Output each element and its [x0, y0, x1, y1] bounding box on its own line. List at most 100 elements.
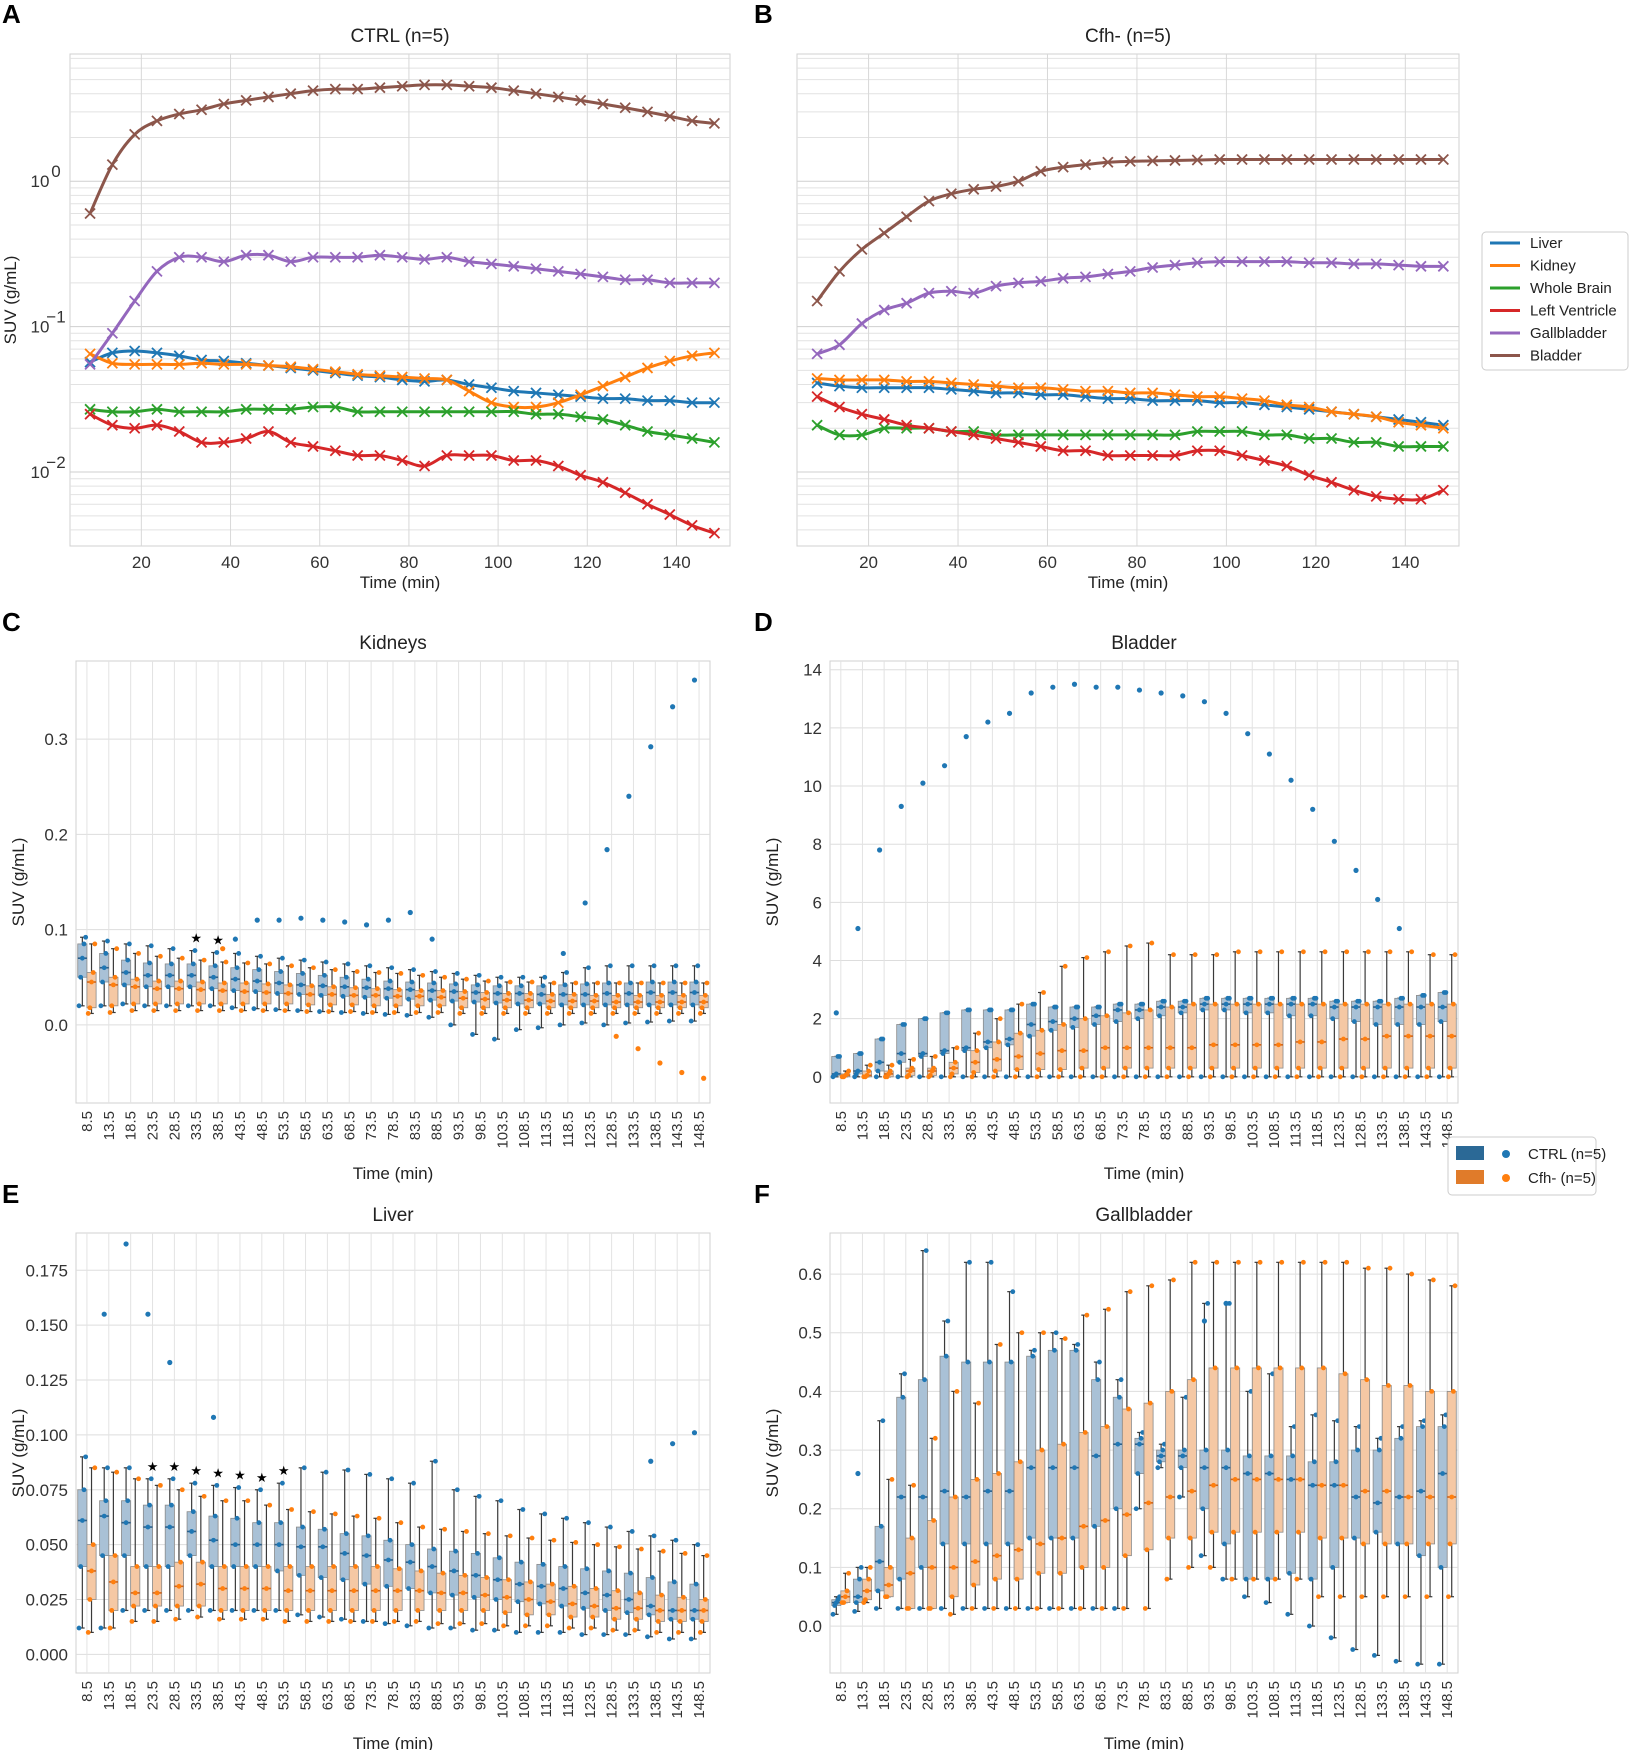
data-point	[229, 1608, 235, 1613]
data-point	[151, 115, 163, 127]
data-point	[626, 991, 632, 996]
data-point	[1192, 1259, 1198, 1265]
data-point	[1222, 1007, 1227, 1013]
data-point	[1285, 1074, 1291, 1080]
data-point	[1348, 436, 1360, 448]
data-point	[968, 183, 980, 195]
box	[1230, 1367, 1241, 1533]
data-point	[697, 1011, 703, 1016]
box-cfh	[544, 980, 557, 1016]
data-point	[196, 1603, 202, 1609]
data-point	[470, 1032, 475, 1037]
box	[1394, 1437, 1405, 1545]
data-point	[273, 1608, 279, 1613]
data-point	[348, 1619, 353, 1624]
data-point	[664, 429, 676, 441]
outlier-point	[429, 936, 435, 942]
data-point	[1050, 1019, 1056, 1024]
data-point	[686, 115, 698, 127]
box	[1047, 1006, 1058, 1031]
data-point	[884, 1594, 890, 1600]
outlier-point	[210, 1414, 217, 1420]
data-point	[676, 1011, 681, 1016]
data-point	[349, 1608, 355, 1613]
outlier-point	[626, 793, 632, 799]
x-tick-label: 63.5	[1071, 1111, 1088, 1140]
data-point	[833, 429, 846, 441]
box-ctrl	[492, 974, 504, 1042]
plot-area	[796, 53, 1460, 547]
data-point	[441, 251, 453, 263]
x-tick-label: 78.5	[385, 1111, 402, 1140]
data-point	[151, 1008, 157, 1013]
x-tick-label: 113.5	[538, 1111, 555, 1147]
data-point	[960, 1606, 966, 1611]
data-point	[1056, 1606, 1062, 1611]
box	[173, 980, 184, 1005]
data-point	[211, 974, 216, 980]
data-point	[929, 1565, 935, 1570]
data-point	[1288, 1477, 1294, 1482]
y-tick-label: 0.175	[25, 1261, 68, 1280]
data-point	[1191, 425, 1203, 438]
outlier-point	[876, 847, 883, 853]
data-point	[1062, 1336, 1068, 1341]
data-point	[837, 1054, 842, 1059]
data-point	[1396, 1494, 1402, 1500]
box	[883, 1567, 894, 1598]
box-cfh	[1359, 949, 1371, 1080]
series-bladder	[811, 153, 1449, 307]
data-point	[151, 1619, 157, 1624]
data-point	[284, 1608, 290, 1613]
data-point	[393, 1003, 399, 1009]
data-point	[174, 1001, 180, 1007]
data-point	[1127, 943, 1133, 949]
data-point	[418, 79, 431, 91]
y-tick-label: 0.000	[25, 1645, 68, 1664]
data-point	[938, 1606, 944, 1611]
data-point	[648, 990, 654, 995]
data-point	[1169, 259, 1181, 271]
data-point	[1207, 1074, 1213, 1080]
data-point	[920, 1494, 926, 1500]
box	[86, 972, 97, 1009]
data-point	[897, 1059, 903, 1065]
data-point	[404, 1623, 410, 1629]
data-point	[411, 1480, 416, 1486]
data-point	[1236, 153, 1248, 166]
data-point	[898, 1494, 904, 1500]
data-point	[992, 1576, 998, 1582]
data-point	[996, 1039, 1001, 1045]
box-ctrl	[513, 974, 526, 1033]
data-point	[546, 1005, 552, 1011]
data-point	[295, 1008, 301, 1013]
box-cfh	[1229, 949, 1241, 1080]
data-point	[1102, 449, 1114, 462]
data-point	[1164, 1576, 1170, 1582]
data-point	[110, 982, 116, 988]
data-point	[1171, 952, 1176, 958]
data-point	[218, 358, 230, 371]
data-point	[880, 1036, 886, 1042]
legend-swatch	[1456, 1170, 1484, 1184]
data-point	[101, 965, 107, 971]
data-point	[686, 397, 698, 409]
data-point	[1061, 1441, 1066, 1447]
data-point	[236, 1485, 242, 1490]
outlier-point	[1331, 838, 1337, 844]
data-point	[1053, 1004, 1059, 1010]
data-point	[306, 1608, 311, 1613]
box-ctrl	[1415, 993, 1427, 1080]
box	[217, 982, 228, 1005]
data-point	[1447, 1065, 1453, 1071]
data-point	[1232, 1042, 1238, 1048]
box-ctrl	[76, 934, 89, 1009]
data-point	[1325, 476, 1338, 488]
data-point	[1183, 998, 1189, 1004]
box-ctrl	[1242, 731, 1254, 1080]
data-point	[1452, 952, 1458, 958]
data-point	[351, 1588, 357, 1594]
data-point	[1245, 1471, 1251, 1476]
box-cfh	[1012, 1001, 1025, 1080]
